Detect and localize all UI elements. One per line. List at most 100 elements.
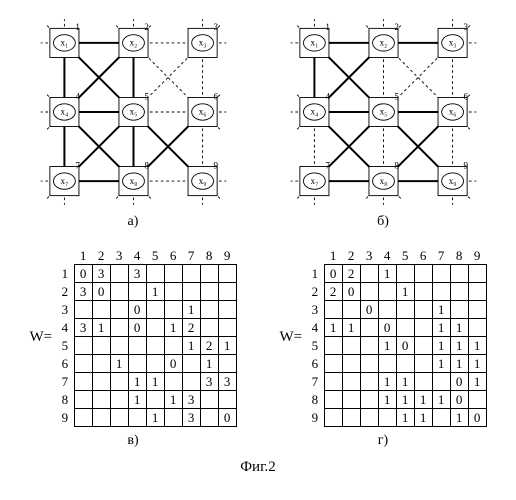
matrix-cell <box>324 373 342 391</box>
matrix-cell <box>164 301 182 319</box>
matrix-cell: 1 <box>432 319 450 337</box>
svg-text:x₆: x₆ <box>448 107 456 117</box>
matrix-cell <box>164 283 182 301</box>
matrix-cell <box>360 409 378 427</box>
matrix-cell: 1 <box>378 337 396 355</box>
matrix-cell: 1 <box>110 355 128 373</box>
row-header: 4 <box>306 319 324 337</box>
svg-text:x₂: x₂ <box>129 38 137 48</box>
matrix-cell: 1 <box>450 319 468 337</box>
svg-text:5: 5 <box>144 91 149 101</box>
svg-text:x₆: x₆ <box>198 107 206 117</box>
matrix-cell <box>110 319 128 337</box>
graph-a-svg: x₁1x₂2x₃3x₄4x₅5x₆6x₇7x₈8x₉9 <box>21 12 246 212</box>
matrix-cell <box>468 283 486 301</box>
matrix-cell <box>200 409 218 427</box>
matrix-cell <box>414 283 432 301</box>
svg-text:x₅: x₅ <box>379 107 387 117</box>
matrix-d-wrap: W= 1234567891021220130141101151011161117… <box>279 248 486 427</box>
matrix-cell: 2 <box>324 283 342 301</box>
matrix-cell <box>182 355 200 373</box>
matrix-cell: 1 <box>164 319 182 337</box>
matrix-cell <box>396 265 414 283</box>
matrix-c-prefix: W= <box>29 329 52 346</box>
col-header: 2 <box>92 248 110 265</box>
matrix-cell <box>92 391 110 409</box>
matrix-cell: 3 <box>218 373 236 391</box>
matrix-cell <box>432 409 450 427</box>
col-header: 9 <box>218 248 236 265</box>
matrix-cell: 0 <box>378 319 396 337</box>
matrix-cell <box>342 373 360 391</box>
matrix-cell <box>182 265 200 283</box>
svg-text:5: 5 <box>394 91 399 101</box>
matrix-c: 1234567891033230130143101251216101711338… <box>56 248 237 427</box>
row-header: 9 <box>306 409 324 427</box>
matrix-cell <box>110 283 128 301</box>
matrix-cell <box>200 283 218 301</box>
matrix-cell: 1 <box>182 301 200 319</box>
svg-text:x₉: x₉ <box>448 176 456 186</box>
matrix-cell: 1 <box>432 391 450 409</box>
matrix-cell <box>360 265 378 283</box>
col-header: 1 <box>324 248 342 265</box>
matrix-cell: 1 <box>468 355 486 373</box>
row-header: 1 <box>56 265 74 283</box>
matrix-cell <box>164 337 182 355</box>
matrix-cell: 1 <box>182 337 200 355</box>
matrix-cell: 1 <box>414 391 432 409</box>
col-header: 4 <box>128 248 146 265</box>
matrix-cell: 1 <box>218 337 236 355</box>
matrix-cell <box>74 301 92 319</box>
caption-d: г) <box>279 433 486 449</box>
svg-text:x₇: x₇ <box>60 176 68 186</box>
svg-text:6: 6 <box>463 91 468 101</box>
matrix-cell: 3 <box>182 391 200 409</box>
matrix-cell <box>200 265 218 283</box>
col-header: 7 <box>432 248 450 265</box>
matrix-cell <box>182 283 200 301</box>
svg-text:x₂: x₂ <box>379 38 387 48</box>
matrix-cell <box>200 301 218 319</box>
matrix-cell: 1 <box>396 409 414 427</box>
matrix-cell <box>378 355 396 373</box>
row-header: 7 <box>306 373 324 391</box>
matrix-cell <box>74 373 92 391</box>
matrix-cell <box>110 265 128 283</box>
svg-text:3: 3 <box>213 22 218 32</box>
matrix-d-prefix: W= <box>279 329 302 346</box>
matrix-cell <box>360 283 378 301</box>
matrix-cell: 0 <box>128 301 146 319</box>
svg-text:4: 4 <box>75 91 80 101</box>
matrix-cell: 0 <box>74 265 92 283</box>
matrix-cell: 0 <box>218 409 236 427</box>
col-header: 1 <box>74 248 92 265</box>
matrix-cell: 0 <box>324 265 342 283</box>
svg-text:9: 9 <box>213 160 218 170</box>
caption-b: б) <box>271 214 496 230</box>
matrix-cell: 1 <box>378 373 396 391</box>
matrix-cell <box>360 391 378 409</box>
matrix-cell <box>324 301 342 319</box>
matrix-cell: 1 <box>450 355 468 373</box>
matrix-cell: 0 <box>396 337 414 355</box>
matrix-cell <box>164 265 182 283</box>
matrix-cell <box>110 373 128 391</box>
svg-text:4: 4 <box>325 91 330 101</box>
matrix-cell <box>342 391 360 409</box>
matrix-cell <box>432 373 450 391</box>
svg-text:x₃: x₃ <box>448 38 456 48</box>
matrix-cell: 0 <box>128 319 146 337</box>
col-header: 6 <box>414 248 432 265</box>
matrix-cell: 3 <box>182 409 200 427</box>
matrix-cell <box>324 337 342 355</box>
svg-text:2: 2 <box>394 22 399 32</box>
svg-text:x₁: x₁ <box>60 38 68 48</box>
matrix-cell <box>110 337 128 355</box>
matrix-cell: 1 <box>432 355 450 373</box>
matrix-cell: 1 <box>128 391 146 409</box>
col-header: 7 <box>182 248 200 265</box>
row-header: 3 <box>56 301 74 319</box>
svg-text:x₄: x₄ <box>310 107 318 117</box>
col-header: 8 <box>450 248 468 265</box>
